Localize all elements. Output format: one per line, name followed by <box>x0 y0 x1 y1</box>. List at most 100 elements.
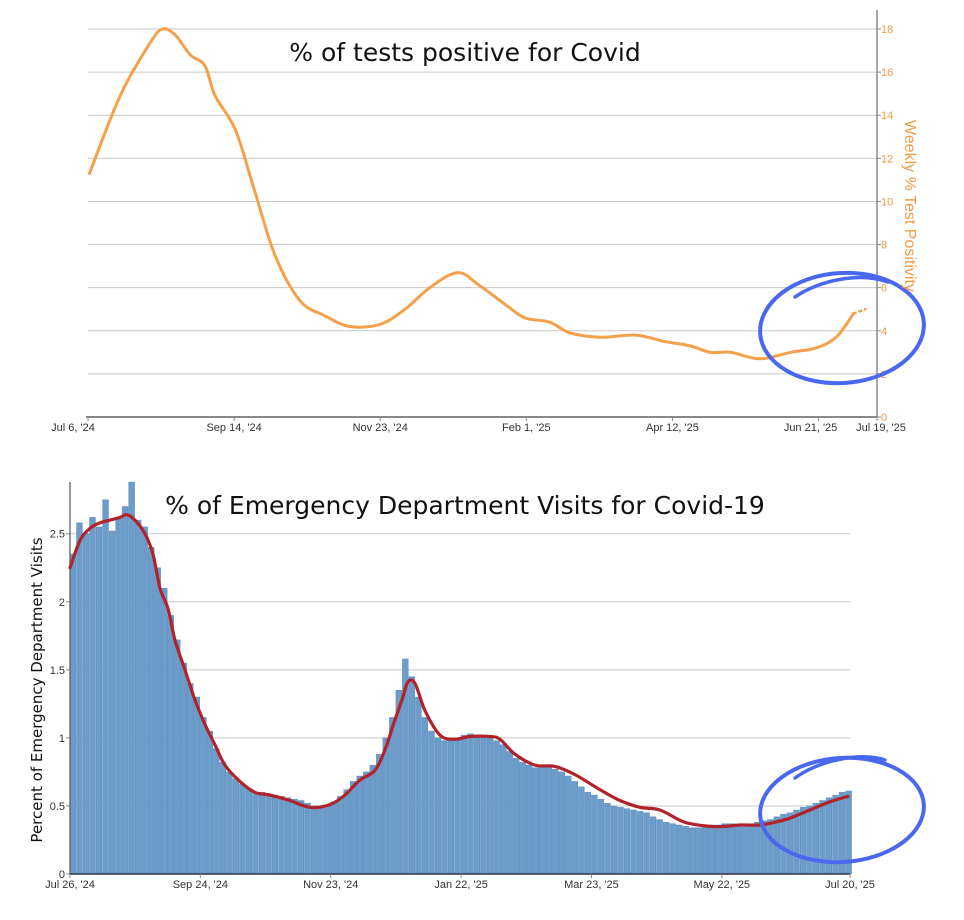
bar <box>141 526 148 875</box>
bar <box>428 730 435 875</box>
bottom-chart-title: % of Emergency Department Visits for Cov… <box>165 491 765 520</box>
annotation-circle <box>758 270 926 386</box>
top-chart-title: % of tests positive for Covid <box>289 38 640 67</box>
bar <box>597 798 605 875</box>
bar <box>734 824 741 875</box>
bar <box>558 771 565 875</box>
y-tick-label: 0.5 <box>50 801 65 813</box>
bar <box>337 796 344 875</box>
bar <box>297 800 305 875</box>
x-tick-label: Jul 26, '24 <box>45 879 95 891</box>
bar <box>499 744 507 875</box>
bar <box>539 764 546 875</box>
bar <box>265 794 272 875</box>
bar <box>454 737 461 875</box>
bar <box>565 775 572 875</box>
bar <box>571 781 579 875</box>
bar <box>258 792 266 875</box>
y-tick-label: 6 <box>881 283 887 295</box>
bar <box>799 807 807 875</box>
bar <box>513 758 520 875</box>
bar <box>232 778 240 875</box>
bar <box>115 517 122 875</box>
bar <box>532 767 539 875</box>
bar <box>708 824 715 875</box>
bar <box>728 823 735 875</box>
bar <box>675 824 683 875</box>
bar <box>239 783 246 875</box>
bar <box>128 481 135 875</box>
bar <box>721 823 728 875</box>
x-tick-label: Nov 23, '24 <box>303 879 358 891</box>
bar <box>415 696 422 875</box>
y-tick-label: 0 <box>59 869 65 881</box>
bar <box>493 740 500 875</box>
bar <box>630 809 637 875</box>
bar <box>226 771 233 875</box>
bar <box>252 792 259 875</box>
bar <box>187 683 194 875</box>
bar <box>519 762 526 875</box>
bar <box>330 801 337 875</box>
y-tick-label: 4 <box>881 326 887 338</box>
bar <box>656 819 663 875</box>
bar <box>441 740 448 875</box>
bar <box>76 522 83 875</box>
bar <box>161 587 168 875</box>
x-tick-label: Feb 1, '25 <box>502 422 551 434</box>
y-tick-label: 16 <box>881 67 893 79</box>
x-tick-label: Jul 6, '24 <box>51 422 95 434</box>
bar <box>793 809 800 875</box>
x-tick-label: Mar 23, '25 <box>564 879 619 891</box>
bar <box>421 717 429 875</box>
x-tick-label: Sep 14, '24 <box>206 422 261 434</box>
bar <box>180 662 187 875</box>
ed-visits-chart: 0 0.5 1 1.5 2 2.5 Jul 26, '24 Sep 24, '24 Nov 23… <box>45 481 926 891</box>
bar <box>786 812 794 875</box>
bar <box>219 762 227 875</box>
y-tick-label: 2 <box>59 597 65 609</box>
bar <box>304 803 311 875</box>
bar <box>350 781 357 875</box>
bar <box>154 567 161 875</box>
top-y-axis-label: Weekly % Test Positivity <box>901 120 918 292</box>
bar <box>382 737 389 875</box>
bar <box>363 771 370 875</box>
x-tick-label: Jul 20, '25 <box>825 879 875 891</box>
bar <box>610 805 618 875</box>
bar <box>636 811 644 875</box>
bar <box>434 737 442 875</box>
bar <box>206 730 213 875</box>
y-tick-label: 1.5 <box>50 665 65 677</box>
bar <box>552 768 559 875</box>
bar <box>200 717 207 875</box>
annotation-stroke <box>793 755 887 780</box>
bar <box>702 826 709 875</box>
x-tick-label: Jun 21, '25 <box>784 422 837 434</box>
provisional-line <box>852 307 867 315</box>
bar <box>473 734 481 875</box>
bar <box>460 734 468 875</box>
y-tick-label: 0 <box>881 412 887 424</box>
x-tick-label: Jan 22, '25 <box>434 879 487 891</box>
x-tick-label: May 22, '25 <box>694 879 751 891</box>
bar <box>213 748 220 875</box>
bar <box>591 794 598 875</box>
bar <box>245 788 253 875</box>
bar <box>193 696 200 875</box>
bar <box>526 764 533 875</box>
bar <box>148 547 155 875</box>
bar <box>480 736 487 875</box>
x-tick-label: Jul 19, '25 <box>856 422 906 434</box>
bar <box>343 789 350 875</box>
smoothed-average-line <box>68 513 850 829</box>
bar <box>356 775 363 875</box>
bar <box>95 526 103 875</box>
positivity-line <box>87 27 856 361</box>
y-tick-label: 1 <box>59 733 65 745</box>
bar <box>324 805 331 875</box>
bar <box>604 803 611 875</box>
bottom-y-axis-label: Percent of Emergency Department Visits <box>28 537 46 842</box>
y-tick-label: 14 <box>881 110 893 122</box>
